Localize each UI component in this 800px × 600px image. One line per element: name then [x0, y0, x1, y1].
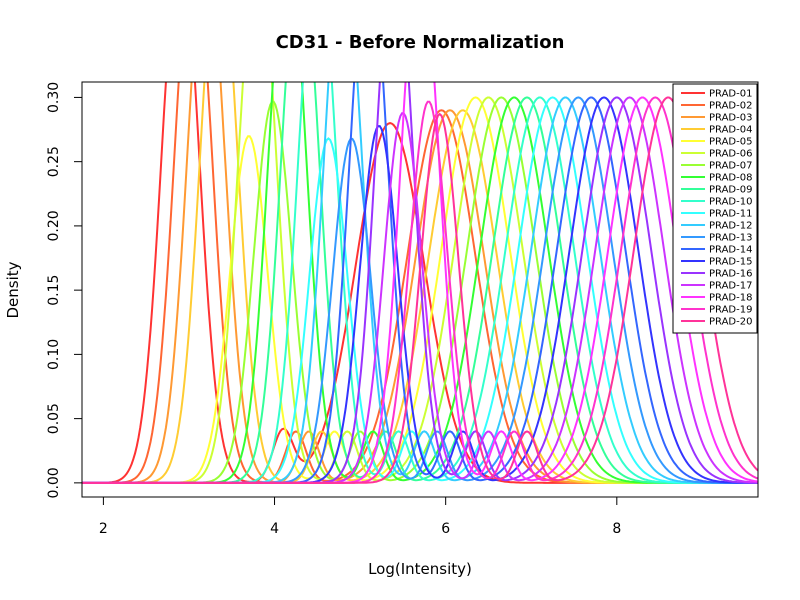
y-axis-label: Density [4, 261, 22, 318]
legend-label-prad-12: PRAD-12 [709, 221, 752, 232]
legend-label-prad-10: PRAD-10 [709, 197, 752, 208]
legend-label-prad-09: PRAD-09 [709, 185, 752, 196]
legend-label-prad-03: PRAD-03 [709, 113, 752, 124]
y-tick-label: 0.00 [46, 467, 62, 498]
legend-box [672, 83, 758, 334]
legend-label-prad-19: PRAD-19 [709, 305, 752, 316]
legend-label-prad-02: PRAD-02 [709, 101, 752, 112]
x-tick-label: 6 [441, 521, 450, 537]
legend-label-prad-13: PRAD-13 [709, 233, 752, 244]
x-tick-label: 2 [99, 521, 108, 537]
legend-label-prad-16: PRAD-16 [709, 269, 752, 280]
legend: PRAD-01PRAD-02PRAD-03PRAD-04PRAD-05PRAD-… [672, 83, 758, 334]
series-line-prad-20 [82, 96, 758, 484]
x-tick-label: 4 [270, 521, 279, 537]
legend-label-prad-08: PRAD-08 [709, 173, 752, 184]
y-tick-label: 0.05 [46, 403, 62, 434]
legend-label-prad-05: PRAD-05 [709, 137, 752, 148]
y-tick-label: 0.25 [46, 146, 62, 177]
legend-label-prad-01: PRAD-01 [709, 89, 752, 100]
x-axis-label: Log(Intensity) [368, 560, 472, 578]
legend-label-prad-18: PRAD-18 [709, 293, 752, 304]
legend-label-prad-11: PRAD-11 [709, 209, 752, 220]
y-tick-label: 0.10 [46, 339, 62, 370]
legend-label-prad-07: PRAD-07 [709, 161, 752, 172]
x-tick-label: 8 [612, 521, 621, 537]
legend-label-prad-20: PRAD-20 [709, 317, 752, 328]
series-lines [82, 82, 758, 484]
y-tick-label: 0.15 [46, 275, 62, 306]
x-axis: 2 4 6 8 [99, 496, 621, 537]
y-tick-label: 0.20 [46, 210, 62, 241]
legend-label-prad-17: PRAD-17 [709, 281, 752, 292]
legend-label-prad-06: PRAD-06 [709, 149, 752, 160]
y-tick-label: 0.30 [46, 82, 62, 113]
legend-label-prad-14: PRAD-14 [709, 245, 752, 256]
legend-label-prad-04: PRAD-04 [709, 125, 752, 136]
chart-title: CD31 - Before Normalization [276, 32, 565, 53]
legend-label-prad-15: PRAD-15 [709, 257, 752, 268]
y-axis: 0.00 0.05 0.10 0.15 0.20 0.25 0.30 [46, 82, 83, 498]
